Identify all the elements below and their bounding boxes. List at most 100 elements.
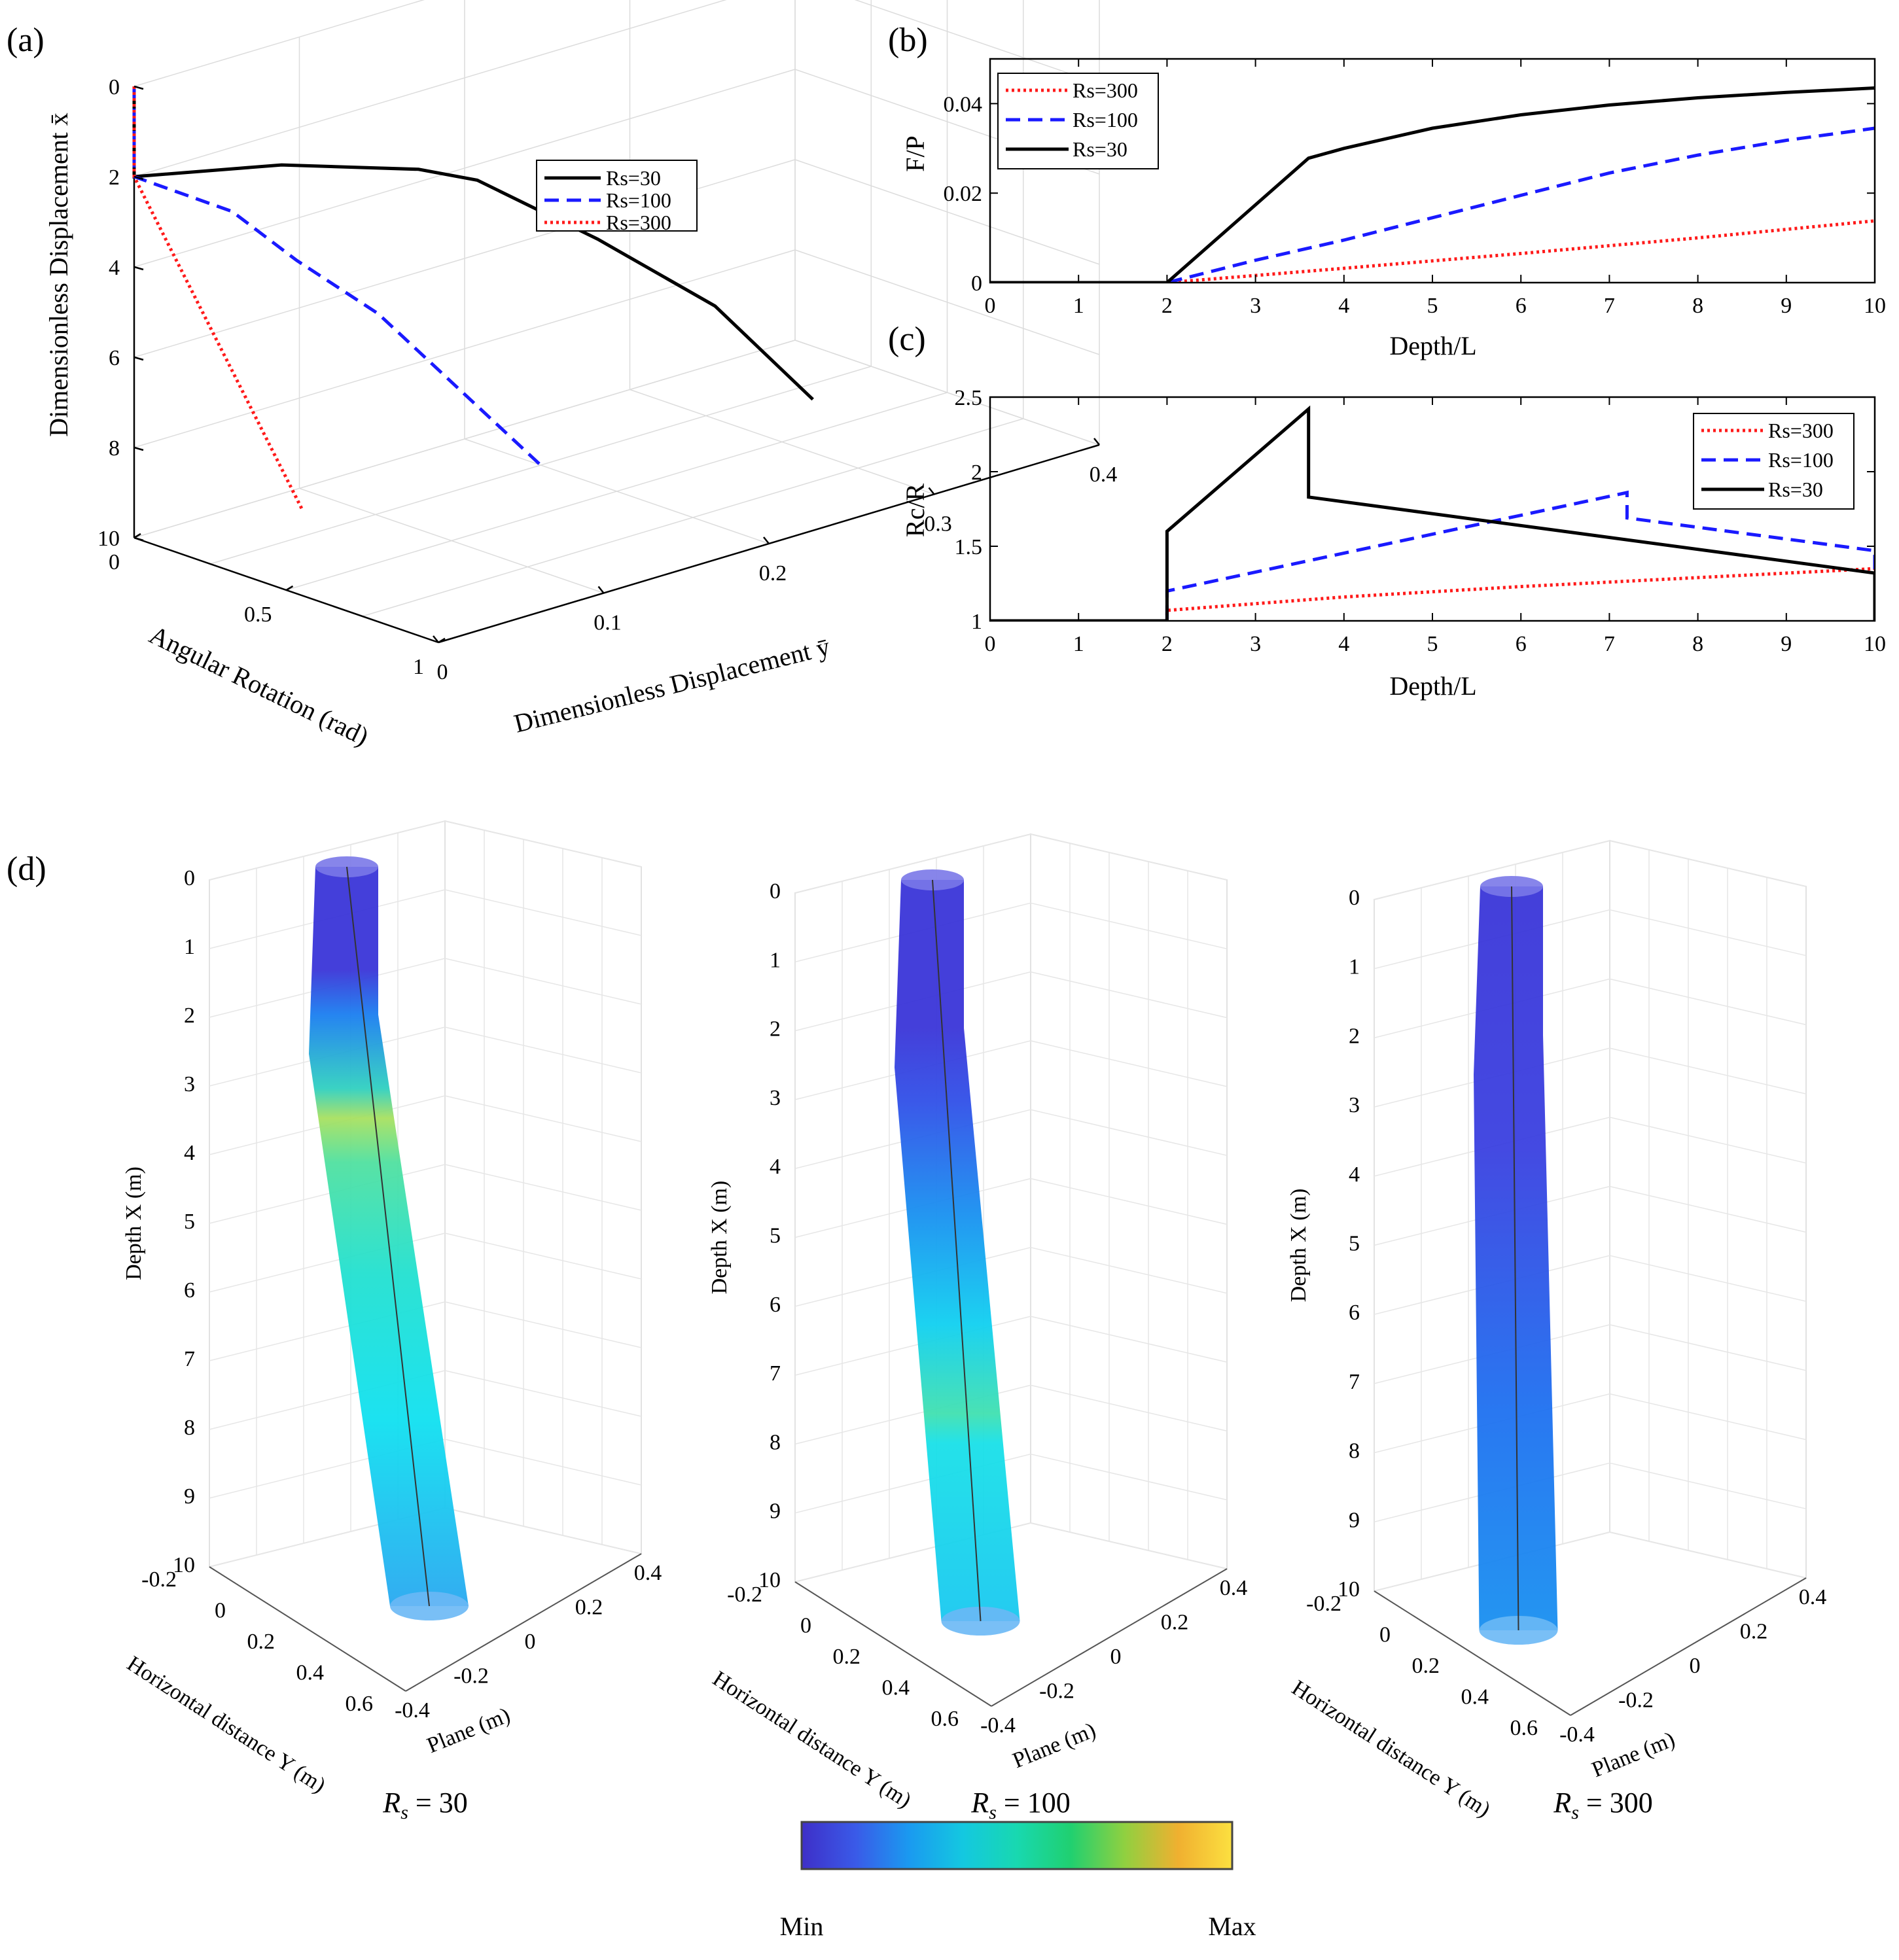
plane-tick-label: 0.2 xyxy=(1740,1620,1768,1644)
x-tick-label: 4 xyxy=(1338,632,1349,656)
depth-tick-label: 0 xyxy=(184,866,195,890)
y-tick-label: 0.4 xyxy=(1461,1685,1489,1709)
plane-tick-label: -0.2 xyxy=(1618,1689,1654,1713)
z-tick-label: 0 xyxy=(109,75,120,99)
depth-tick-label: 7 xyxy=(184,1347,195,1371)
grid-line xyxy=(444,1507,642,1554)
depth-tick-label: 3 xyxy=(184,1072,195,1096)
depth-tick-label: 5 xyxy=(770,1224,781,1248)
depth-tick-label: 0 xyxy=(1349,886,1360,910)
pile-label-value: = 30 xyxy=(408,1787,468,1819)
grid-line xyxy=(1609,1462,1807,1510)
x-tick-label: 7 xyxy=(1604,632,1615,656)
grid-line xyxy=(444,1439,642,1486)
depth-tick-label: 9 xyxy=(770,1499,781,1524)
grid-line xyxy=(444,1301,642,1348)
plane-tick-label: 0.4 xyxy=(1799,1585,1827,1609)
panel-b-xlabel: Depth/L xyxy=(1389,331,1476,360)
x-tick-label: 3 xyxy=(1250,294,1261,318)
y-tick-label: 0.2 xyxy=(833,1645,861,1669)
y-tick-label: 0.6 xyxy=(1510,1716,1538,1740)
depth-tick-label: 6 xyxy=(1349,1301,1360,1325)
pile-label-value: = 100 xyxy=(997,1787,1071,1819)
depth-tick-label: 2 xyxy=(1349,1024,1360,1048)
y-tick-label: 0 xyxy=(215,1599,226,1623)
legend-label: Rs=100 xyxy=(606,188,671,212)
plane-tick-label: -0.4 xyxy=(395,1698,430,1723)
grid-line xyxy=(209,1164,446,1224)
x-tick-label: 9 xyxy=(1781,294,1792,318)
x-tick-label: 0.5 xyxy=(244,603,272,627)
series-line-Rs-300 xyxy=(990,219,1875,283)
colorbar-gradient xyxy=(800,1821,1233,1870)
pile-centerline xyxy=(346,866,430,1607)
series-group xyxy=(990,86,1875,283)
y-tick-label: 0 xyxy=(800,1614,811,1638)
y-tick-mark xyxy=(433,635,439,643)
panel-d-pile-labels: Rs = 30 Rs = 100 Rs = 300 xyxy=(382,1787,1652,1823)
depth-tick-label: 6 xyxy=(770,1293,781,1317)
x-tick-mark xyxy=(438,637,446,644)
x-tick-label: 9 xyxy=(1781,632,1792,656)
pile-label-1: Rs = 100 xyxy=(970,1787,1070,1823)
x-tick-label: 8 xyxy=(1692,294,1703,318)
panel-a-series xyxy=(132,86,814,512)
y-tick-label: 0.2 xyxy=(759,561,787,586)
depth-tick-label: 4 xyxy=(184,1141,195,1165)
grid-line xyxy=(444,889,642,936)
x-tick-label: 6 xyxy=(1516,294,1527,318)
grid-line xyxy=(444,1095,642,1142)
depth-tick-label: 8 xyxy=(184,1416,195,1440)
z-tick-label: 6 xyxy=(109,346,120,370)
y-tick-label: 0.6 xyxy=(931,1707,959,1731)
panel-c-label: (c) xyxy=(888,321,926,358)
grid-line xyxy=(1030,902,1228,950)
grid-line xyxy=(1609,1255,1807,1302)
x-tick-label: 10 xyxy=(1864,294,1886,318)
depth-axis-label: Depth X (m) xyxy=(122,1166,146,1280)
grid-line xyxy=(1030,1247,1228,1294)
grid-line xyxy=(1374,840,1610,900)
legend-label: Rs=100 xyxy=(1073,108,1138,131)
pile-centerline xyxy=(1511,886,1519,1631)
depth-tick-label: 0 xyxy=(770,879,781,903)
depth-tick-label: 1 xyxy=(770,948,781,972)
floor-axis-y xyxy=(1374,1590,1571,1716)
x-tick-label: 1 xyxy=(413,655,424,679)
series-line-Rs-100 xyxy=(990,126,1875,283)
x-tick-label: 7 xyxy=(1604,294,1615,318)
grid-line xyxy=(286,392,948,591)
legend-label: Rs=300 xyxy=(1073,79,1138,102)
plane-tick-label: 0 xyxy=(1690,1654,1701,1678)
z-tick-mark xyxy=(133,175,144,181)
grid-line xyxy=(133,340,796,538)
z-tick-mark xyxy=(133,85,144,90)
plane-tick-label: 0.4 xyxy=(634,1561,662,1585)
depth-tick-label: 5 xyxy=(184,1210,195,1234)
panel-a-ylabel: Dimensionless Displacement ȳ xyxy=(511,631,833,739)
grid-line xyxy=(1030,1453,1228,1501)
panel-b-legend: Rs=300 Rs=100 Rs=30 xyxy=(997,73,1159,169)
legend-box xyxy=(536,160,698,232)
grid-line xyxy=(1609,909,1807,956)
z-tick-label: 8 xyxy=(109,436,120,461)
depth-tick-label: 10 xyxy=(758,1568,781,1592)
depth-tick-label: 6 xyxy=(184,1278,195,1303)
grid-line xyxy=(1609,1117,1807,1164)
depth-tick-label: 5 xyxy=(1349,1232,1360,1256)
colorbar-max-label: Max xyxy=(1208,1912,1256,1941)
grid-line xyxy=(444,820,642,867)
y-tick-label: 0 xyxy=(971,271,982,296)
floor-axis-plane xyxy=(991,1568,1228,1707)
x-tick-label: 0 xyxy=(109,550,120,574)
panel-a-xlabel: Angular Rotation (rad) xyxy=(145,620,373,751)
grid-line xyxy=(1609,978,1807,1026)
plane-axis-label: Plane (m) xyxy=(1009,1718,1099,1773)
y-tick-label: -0.2 xyxy=(1306,1592,1341,1616)
pile-label-0: Rs = 30 xyxy=(382,1787,467,1823)
y-tick-label: 1 xyxy=(971,610,982,634)
y-tick-label: 0 xyxy=(1379,1623,1391,1647)
